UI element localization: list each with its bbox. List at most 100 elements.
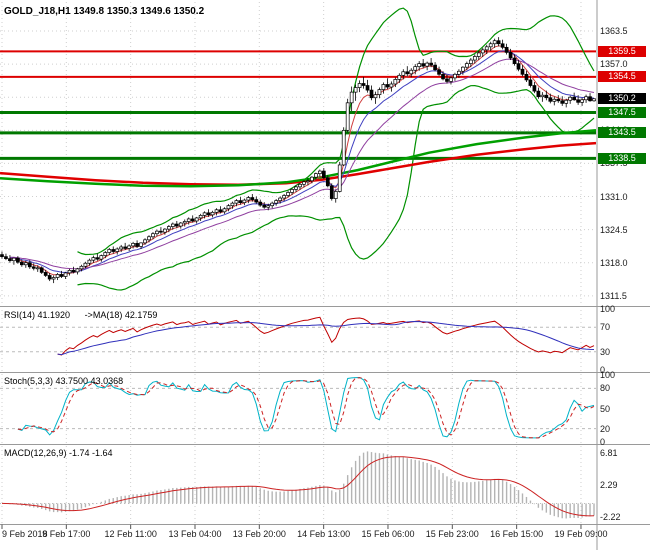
candle-body bbox=[528, 79, 533, 86]
candle-body bbox=[167, 226, 171, 230]
candle-body bbox=[91, 257, 96, 261]
candle-body bbox=[115, 248, 120, 252]
rsi-axis-label: 70 bbox=[600, 322, 611, 333]
candle-body bbox=[51, 277, 56, 280]
time-axis-label: 13 Feb 20:00 bbox=[232, 529, 286, 539]
candle-body bbox=[83, 262, 88, 267]
candle-body bbox=[492, 40, 497, 45]
candle-body bbox=[226, 205, 231, 210]
candle-body bbox=[234, 200, 239, 204]
candle-body bbox=[95, 257, 100, 260]
macd-indicator-label: MACD(12,26,9) -1.74 -1.64 bbox=[4, 448, 113, 458]
candle-body bbox=[556, 98, 561, 102]
candle-body bbox=[472, 56, 477, 61]
candle-body bbox=[496, 40, 501, 45]
candle-body bbox=[536, 90, 541, 98]
candle-body bbox=[298, 183, 302, 188]
candle-body bbox=[178, 222, 183, 227]
stoch-axis-label: 100 bbox=[600, 370, 616, 380]
candle-body bbox=[500, 43, 505, 48]
candle-body bbox=[357, 83, 362, 88]
candle-body bbox=[425, 62, 429, 67]
time-axis-label: 15 Feb 23:00 bbox=[425, 529, 479, 539]
candle-body bbox=[278, 197, 282, 201]
candle-body bbox=[337, 164, 342, 192]
candle-body bbox=[103, 252, 108, 256]
candle-body bbox=[373, 94, 378, 99]
candle-body bbox=[318, 170, 322, 174]
candle-body bbox=[476, 52, 481, 57]
candle-body bbox=[413, 66, 418, 71]
candle-body bbox=[143, 239, 147, 244]
candle-body bbox=[325, 177, 330, 187]
stoch-axis-label: 0 bbox=[600, 437, 606, 447]
candle-body bbox=[127, 245, 131, 249]
candle-body bbox=[568, 96, 573, 101]
candle-body bbox=[349, 91, 354, 104]
candle-body bbox=[560, 100, 565, 104]
candle-body bbox=[67, 270, 72, 274]
candle-body bbox=[27, 262, 32, 268]
candle-body bbox=[75, 268, 80, 273]
rsi-indicator-label: RSI(14) 41.1920 ->MA(18) 42.1759 bbox=[4, 310, 157, 320]
candle-body bbox=[147, 236, 151, 241]
candle-body bbox=[12, 257, 16, 262]
candle-body bbox=[345, 102, 350, 131]
price-tag-support: 1343.5 bbox=[598, 127, 646, 139]
candle-body bbox=[59, 274, 64, 277]
candle-body bbox=[79, 265, 84, 270]
candle-body bbox=[572, 96, 576, 101]
candle-body bbox=[512, 57, 517, 64]
candle-body bbox=[238, 200, 243, 203]
candle-body bbox=[163, 228, 167, 233]
candle-body bbox=[151, 233, 155, 238]
candle-body bbox=[230, 202, 235, 207]
candle-body bbox=[159, 230, 163, 233]
candle-body bbox=[353, 87, 358, 93]
candle-body bbox=[282, 195, 286, 199]
candle-body bbox=[107, 249, 112, 253]
candle-body bbox=[584, 96, 588, 101]
candle-body bbox=[119, 246, 124, 250]
time-axis-label: 15 Feb 06:00 bbox=[361, 529, 415, 539]
price-axis-label: 1331.0 bbox=[600, 191, 628, 202]
candle-body bbox=[123, 246, 128, 249]
stoch-axis-label: 20 bbox=[600, 423, 611, 434]
rsi-ma-line bbox=[57, 320, 595, 356]
price-axis-label: 1311.5 bbox=[600, 290, 627, 301]
candle-body bbox=[548, 97, 553, 102]
candle-body bbox=[302, 181, 306, 185]
price-tag-resistance: 1354.5 bbox=[598, 71, 646, 83]
candle-body bbox=[544, 94, 549, 99]
candle-body bbox=[23, 262, 28, 266]
candle-body bbox=[321, 170, 326, 179]
candle-body bbox=[71, 270, 76, 273]
price-axis-label: 1318.0 bbox=[600, 257, 628, 268]
macd-axis-label: -2.22 bbox=[600, 512, 621, 522]
candle-body bbox=[314, 173, 318, 178]
candle-body bbox=[111, 249, 116, 252]
candle-body bbox=[369, 89, 374, 99]
candle-body bbox=[139, 242, 143, 247]
stoch-axis-label: 50 bbox=[600, 403, 611, 414]
candle-body bbox=[580, 99, 584, 103]
candle-body bbox=[8, 258, 12, 262]
macd-signal-line bbox=[1, 456, 595, 517]
time-axis-label: 16 Feb 15:00 bbox=[490, 529, 544, 539]
candle-body bbox=[341, 129, 346, 166]
candle-body bbox=[20, 261, 24, 266]
candle-body bbox=[421, 63, 426, 67]
candle-body bbox=[214, 209, 219, 213]
candle-body bbox=[576, 99, 580, 103]
candle-body bbox=[218, 209, 223, 213]
candle-body bbox=[170, 223, 175, 227]
main-chart-panel bbox=[0, 7, 596, 291]
price-axis-label: 1363.5 bbox=[600, 26, 628, 37]
candle-body bbox=[524, 73, 529, 81]
rsi-axis-label: 30 bbox=[600, 346, 611, 357]
candle-body bbox=[4, 256, 8, 260]
candle-body bbox=[246, 197, 251, 201]
ema-5-line bbox=[9, 45, 595, 276]
time-axis-label: 9 Feb 2018 bbox=[2, 529, 48, 539]
